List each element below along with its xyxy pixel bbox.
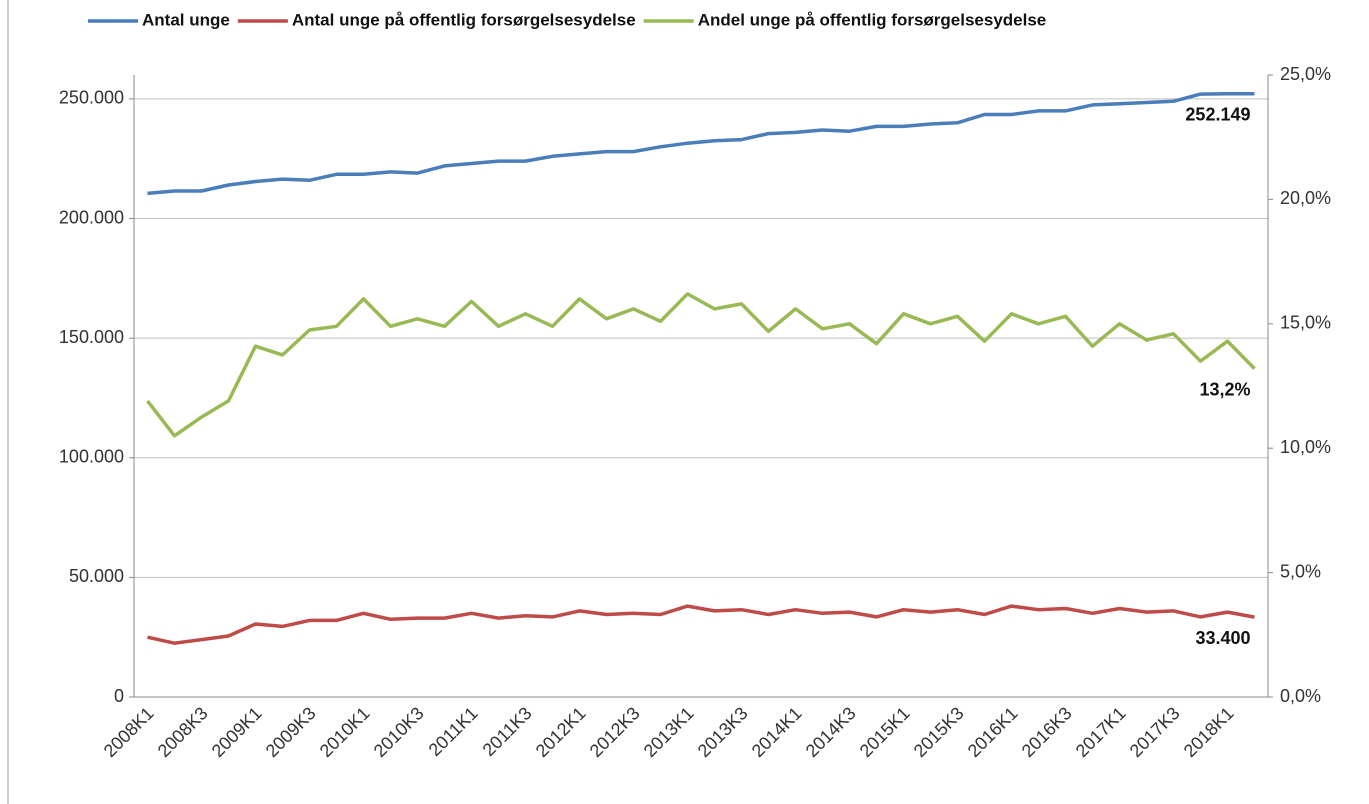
x-tick-label: 2017K3 [1126, 703, 1184, 761]
y-tick-label: 250.000 [59, 88, 124, 108]
x-tick-label: 2011K3 [479, 703, 536, 760]
data-label: 252.149 [1185, 105, 1250, 125]
series-line [147, 604, 1255, 645]
y-tick-label: 0 [114, 686, 124, 706]
x-tick-label: 2015K3 [910, 703, 968, 761]
x-tick-label: 2013K3 [694, 703, 752, 761]
legend-label: Andel unge på offentlig forsørgelsesydel… [698, 10, 1047, 29]
y2-tick-label: 10,0% [1280, 437, 1331, 457]
x-tick-label: 2013K1 [640, 703, 698, 761]
legend-label: Antal unge på offentlig forsørgelsesydel… [292, 10, 636, 29]
x-tick-label: 2010K3 [370, 703, 428, 761]
x-tick-label: 2009K1 [208, 703, 266, 761]
x-tick-label: 2017K1 [1072, 703, 1130, 761]
y-tick-label: 50.000 [69, 566, 124, 586]
x-tick-label: 2016K1 [964, 703, 1022, 761]
data-label: 33.400 [1195, 628, 1250, 648]
x-tick-label: 2015K1 [856, 703, 914, 761]
legend-label: Antal unge [142, 10, 230, 29]
y2-tick-label: 5,0% [1280, 561, 1321, 581]
x-tick-label: 2014K3 [802, 703, 860, 761]
x-tick-label: 2012K3 [586, 703, 644, 761]
y-tick-label: 200.000 [59, 207, 124, 227]
x-tick-label: 2008K1 [100, 703, 158, 761]
y2-tick-label: 0,0% [1280, 686, 1321, 706]
series-line [147, 92, 1255, 196]
x-tick-label: 2018K1 [1180, 703, 1238, 761]
x-tick-label: 2011K1 [425, 703, 482, 760]
x-tick-label: 2009K3 [262, 703, 320, 761]
x-tick-label: 2016K3 [1018, 703, 1076, 761]
y2-tick-label: 15,0% [1280, 313, 1331, 333]
y2-tick-label: 20,0% [1280, 188, 1331, 208]
x-tick-label: 2010K1 [316, 703, 374, 761]
x-tick-label: 2008K3 [154, 703, 212, 761]
x-tick-label: 2014K1 [748, 703, 806, 761]
x-tick-label: 2012K1 [532, 703, 590, 761]
y-tick-label: 150.000 [59, 327, 124, 347]
data-label: 13,2% [1199, 379, 1250, 399]
y-tick-label: 100.000 [59, 447, 124, 467]
series-line [146, 292, 1256, 438]
y2-tick-label: 25,0% [1280, 64, 1331, 84]
